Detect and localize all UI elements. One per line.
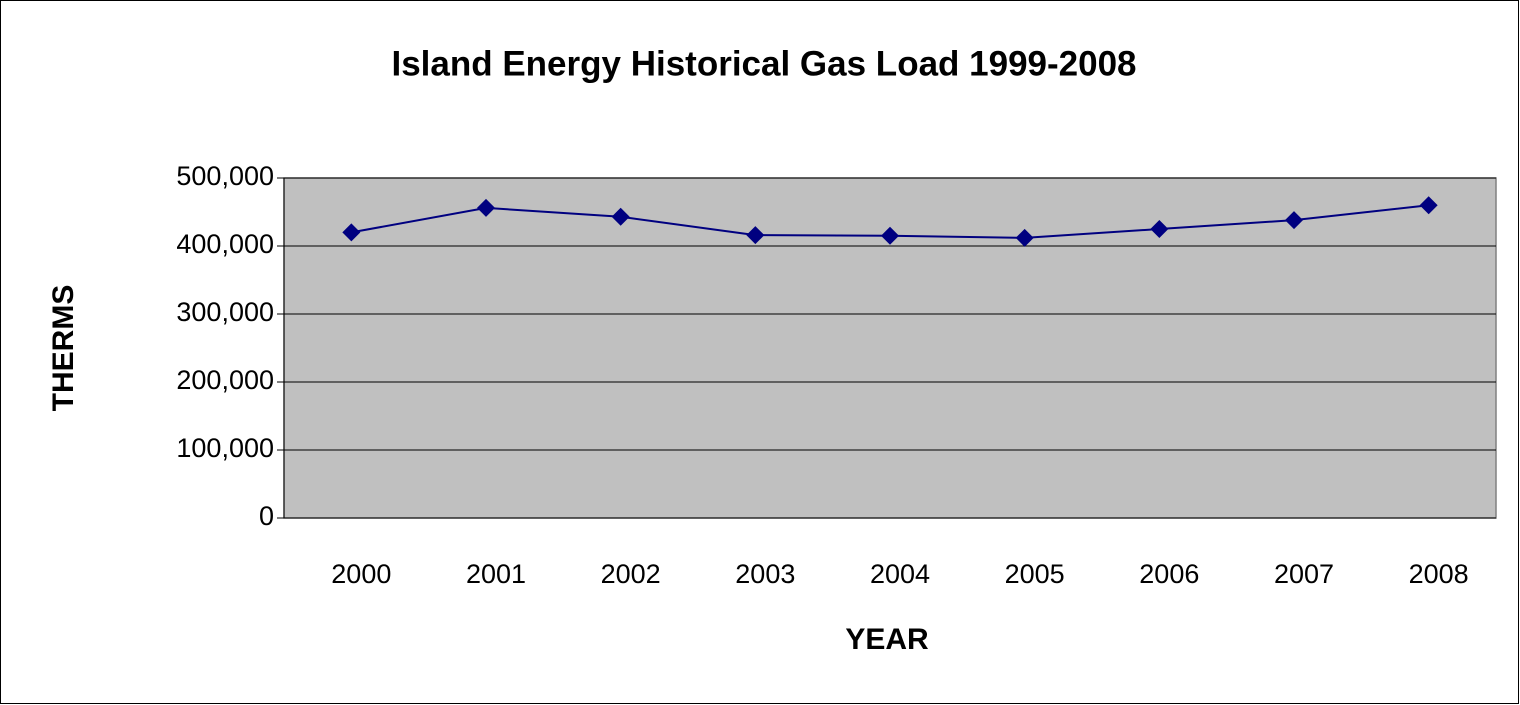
y-tick-label: 0 <box>259 501 274 531</box>
x-tick-label: 2003 <box>735 559 795 589</box>
data-point <box>1150 220 1169 238</box>
y-tick-label: 100,000 <box>176 433 274 463</box>
x-tick-label: 2001 <box>466 559 526 589</box>
data-point <box>611 207 630 226</box>
x-tick-label: 2008 <box>1409 559 1469 589</box>
x-tick-label: 2006 <box>1139 559 1199 589</box>
data-point <box>746 226 765 245</box>
chart-title: Island Energy Historical Gas Load 1999-2… <box>391 44 1136 83</box>
data-point <box>1419 196 1438 215</box>
y-tick-label: 300,000 <box>176 297 274 327</box>
x-tick-label: 2007 <box>1274 559 1334 589</box>
y-axis-title: THERMS <box>47 285 80 412</box>
x-tick-label: 2005 <box>1005 559 1065 589</box>
y-tick-label: 400,000 <box>176 229 274 259</box>
data-point <box>1285 211 1303 230</box>
data-point <box>1015 228 1034 247</box>
x-tick-label: 2002 <box>601 559 661 589</box>
data-point <box>881 226 899 245</box>
data-point <box>477 198 495 217</box>
y-tick-label: 500,000 <box>176 161 274 191</box>
data-point <box>342 223 361 242</box>
y-tick-label: 200,000 <box>176 365 274 395</box>
x-tick-label: 2000 <box>331 559 391 589</box>
x-tick-label: 2004 <box>870 559 930 589</box>
x-axis-title: YEAR <box>845 623 929 656</box>
